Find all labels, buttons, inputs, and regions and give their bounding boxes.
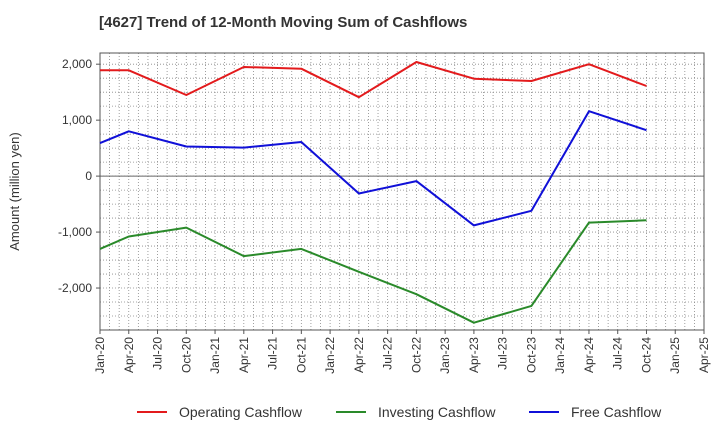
x-tick-label: Jan-23 bbox=[438, 337, 452, 374]
x-tick-label: Jan-25 bbox=[668, 337, 682, 374]
x-tick-label: Jan-22 bbox=[323, 337, 337, 374]
legend-swatch-free bbox=[529, 411, 559, 413]
legend-swatch-operating bbox=[137, 411, 167, 413]
x-tick-label: Jul-23 bbox=[496, 337, 510, 370]
x-tick-label: Jan-24 bbox=[553, 337, 567, 374]
x-tick-label: Apr-20 bbox=[122, 337, 136, 373]
plot-frame bbox=[99, 52, 705, 331]
y-tick-label: 1,000 bbox=[62, 113, 92, 127]
x-tick-label: Apr-25 bbox=[697, 337, 711, 373]
x-tick-label: Oct-24 bbox=[639, 337, 653, 373]
y-tick-label: 0 bbox=[85, 169, 92, 183]
y-axis-label: Amount (million yen) bbox=[7, 132, 22, 251]
legend-swatch-investing bbox=[336, 411, 366, 413]
series-line-free-cashflow bbox=[99, 110, 647, 227]
x-tick-label: Jul-20 bbox=[151, 337, 165, 370]
x-tick-label: Apr-23 bbox=[467, 337, 481, 373]
series-line-operating-cashflow bbox=[100, 61, 647, 99]
y-tick-label: -2,000 bbox=[58, 281, 92, 295]
x-tick-label: Apr-21 bbox=[237, 337, 251, 373]
chart-title: [4627] Trend of 12-Month Moving Sum of C… bbox=[99, 14, 468, 31]
legend-item-free: Free Cashflow bbox=[529, 404, 661, 420]
x-tick-label: Oct-20 bbox=[179, 337, 193, 373]
y-tick-label: -1,000 bbox=[58, 225, 92, 239]
line-chart: 2,000 1,000 0 -1,000 -2,000 Jan-20 Apr-20 Jul-2… bbox=[7, 52, 711, 374]
x-tick-label: Oct-22 bbox=[409, 337, 423, 373]
x-tick-label: Jul-24 bbox=[611, 337, 625, 370]
x-tick-label: Apr-22 bbox=[352, 337, 366, 373]
legend-label-investing: Investing Cashflow bbox=[378, 404, 496, 420]
x-tick-label: Apr-24 bbox=[582, 337, 596, 373]
x-tick-label: Oct-23 bbox=[524, 337, 538, 373]
x-tick-label: Oct-21 bbox=[294, 337, 308, 373]
plot-area bbox=[100, 53, 704, 330]
x-tick-label: Jul-22 bbox=[381, 337, 395, 370]
series-line-investing-cashflow bbox=[99, 219, 647, 324]
y-tick-label: 2,000 bbox=[62, 57, 92, 71]
legend-item-investing: Investing Cashflow bbox=[336, 404, 496, 420]
legend: Operating Cashflow Investing Cashflow Fr… bbox=[0, 404, 720, 426]
x-tick-label: Jan-21 bbox=[208, 337, 222, 374]
legend-item-operating: Operating Cashflow bbox=[137, 404, 302, 420]
legend-label-operating: Operating Cashflow bbox=[179, 404, 302, 420]
x-tick-label: Jul-21 bbox=[266, 337, 280, 370]
x-tick-label: Jan-20 bbox=[93, 337, 107, 374]
legend-label-free: Free Cashflow bbox=[571, 404, 662, 420]
